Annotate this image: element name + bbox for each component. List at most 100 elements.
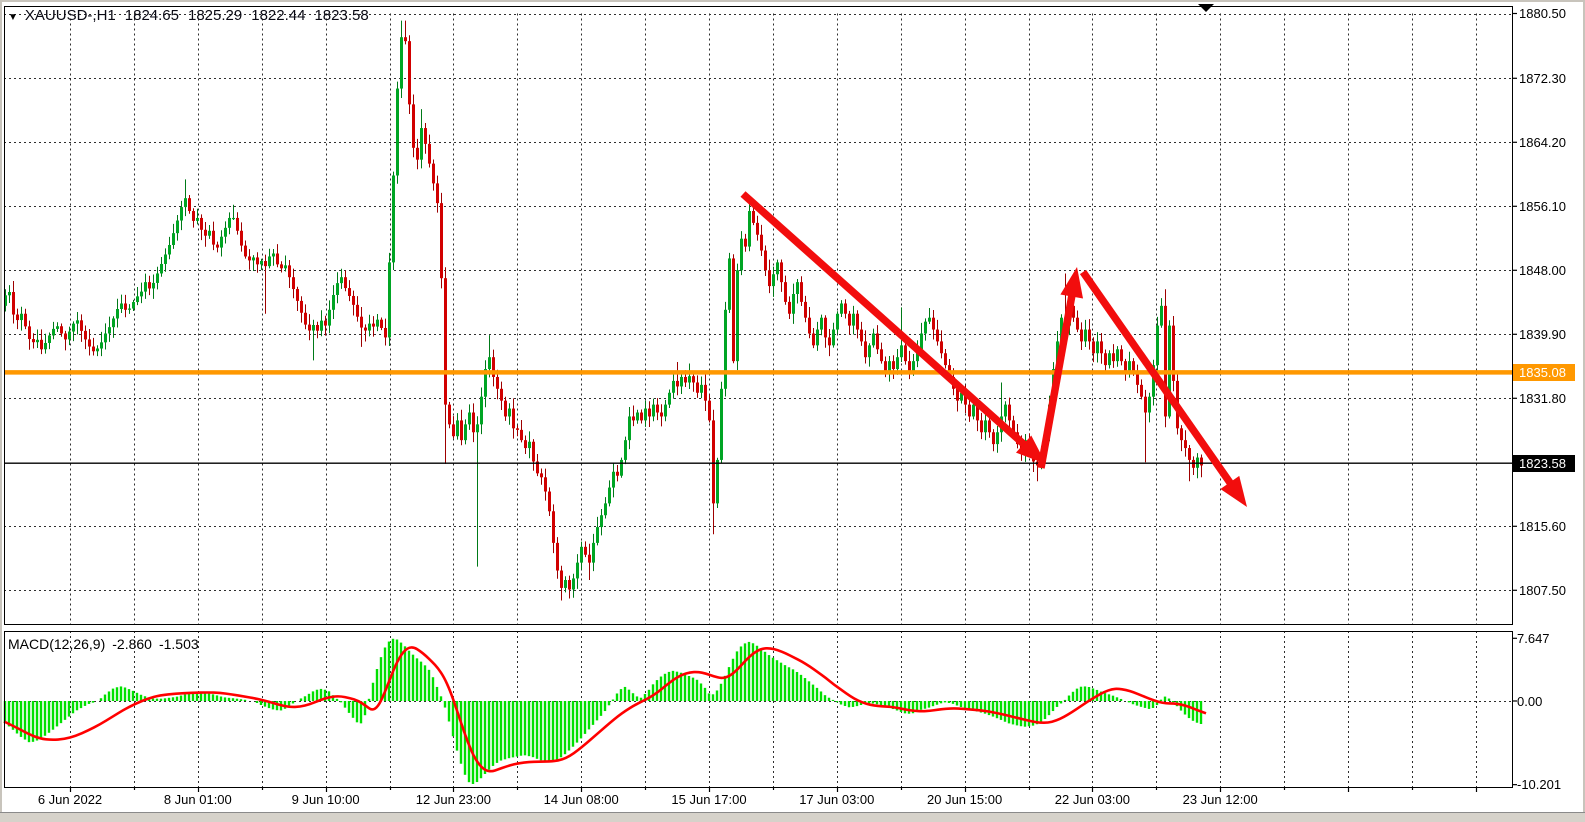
macd-bar: [951, 701, 955, 704]
macd-bar: [703, 687, 707, 701]
candle-body: [128, 308, 131, 310]
macd-bar: [1027, 701, 1031, 727]
macd-bar: [1099, 691, 1103, 701]
candle-body: [332, 294, 335, 310]
macd-bar: [483, 701, 487, 774]
candle-body: [560, 570, 563, 588]
macd-bar: [563, 701, 567, 755]
candle-body: [1200, 457, 1203, 466]
candle-body: [1096, 341, 1099, 354]
macd-bar: [191, 692, 195, 701]
candle-body: [788, 301, 791, 314]
macd-bar: [275, 701, 279, 711]
candle-body: [632, 416, 635, 421]
candle-body: [260, 261, 263, 265]
candle-body: [452, 424, 455, 437]
candle-body: [456, 420, 459, 437]
macd-bar: [315, 689, 319, 701]
macd-bar: [1091, 688, 1095, 701]
candle-body: [492, 357, 495, 377]
candle-body: [696, 382, 699, 393]
candle-body: [580, 546, 583, 563]
candle-body: [252, 257, 255, 261]
candle-body: [124, 303, 127, 310]
candle-body: [12, 292, 15, 315]
candle-body: [184, 198, 187, 208]
candle-body: [176, 220, 179, 234]
macd-bar: [827, 697, 831, 701]
trend-arrow-head-2[interactable]: [1060, 267, 1084, 299]
candle-body: [500, 388, 503, 401]
candle-body: [16, 314, 19, 321]
macd-bar: [771, 657, 775, 701]
macd-bar: [559, 701, 563, 758]
macd-bar: [711, 694, 715, 701]
candle-body: [800, 282, 803, 302]
candle-body: [1152, 365, 1155, 397]
window-edge-right: [1583, 0, 1585, 822]
macd-bar: [551, 701, 555, 762]
candle-body: [764, 250, 767, 271]
candle-body: [192, 211, 195, 221]
candle-body: [892, 361, 895, 370]
macd-bar: [1143, 701, 1147, 708]
macd-bar: [1019, 701, 1023, 727]
candle-body: [880, 349, 883, 362]
candle-body: [776, 262, 779, 275]
trend-arrow-head-3[interactable]: [1220, 475, 1247, 507]
trend-arrow-shaft-1[interactable]: [740, 191, 1033, 453]
macd-bar: [267, 701, 271, 709]
candle-body: [528, 441, 531, 449]
candle-body: [1180, 428, 1183, 441]
macd-bar: [75, 701, 79, 711]
candle-body: [936, 329, 939, 342]
trend-arrow-shaft-3[interactable]: [1079, 269, 1238, 492]
macd-bar: [519, 701, 523, 756]
macd-bar: [11, 701, 15, 730]
candle-body: [956, 388, 959, 401]
macd-bar: [39, 701, 43, 739]
macd-bar: [639, 697, 643, 701]
candle-body: [1144, 396, 1147, 413]
chart-shift-icon[interactable]: [1198, 4, 1214, 12]
window-edge-left: [0, 0, 2, 822]
macd-bar: [967, 701, 971, 710]
candle-body: [336, 283, 339, 295]
candle-body: [1188, 448, 1191, 460]
candle-body: [576, 562, 579, 579]
macd-bar: [587, 701, 591, 730]
macd-bar: [335, 698, 339, 701]
macd-bar: [847, 701, 851, 708]
macd-bar: [943, 701, 947, 703]
candle-body: [692, 376, 695, 383]
candle-body: [368, 323, 371, 331]
macd-bar: [19, 701, 23, 737]
macd-bar: [627, 689, 631, 701]
macd-bar: [591, 701, 595, 725]
candle-body: [348, 288, 351, 296]
candle-body: [736, 270, 739, 362]
candle-body: [724, 309, 727, 389]
macd-bar: [211, 694, 215, 701]
candle-body: [592, 542, 595, 563]
candle-body: [324, 320, 327, 326]
candle-body: [744, 238, 747, 247]
candle-body: [156, 273, 159, 283]
macd-bar: [523, 701, 527, 756]
candle-body: [228, 217, 231, 228]
macd-bar: [407, 650, 411, 701]
candle-body: [1136, 373, 1139, 385]
candle-body: [1108, 353, 1111, 366]
candle-body: [848, 313, 851, 326]
candle-body: [980, 420, 983, 433]
trend-arrow-head-1[interactable]: [1015, 435, 1046, 464]
macd-bar: [1035, 701, 1039, 725]
macd-bar: [175, 696, 179, 701]
candle-body: [656, 404, 659, 413]
trend-arrow-shaft-2[interactable]: [1037, 287, 1077, 469]
candle-body: [280, 264, 283, 269]
macd-bar: [227, 697, 231, 701]
candle-body: [212, 230, 215, 245]
macd-bar: [1003, 701, 1007, 722]
